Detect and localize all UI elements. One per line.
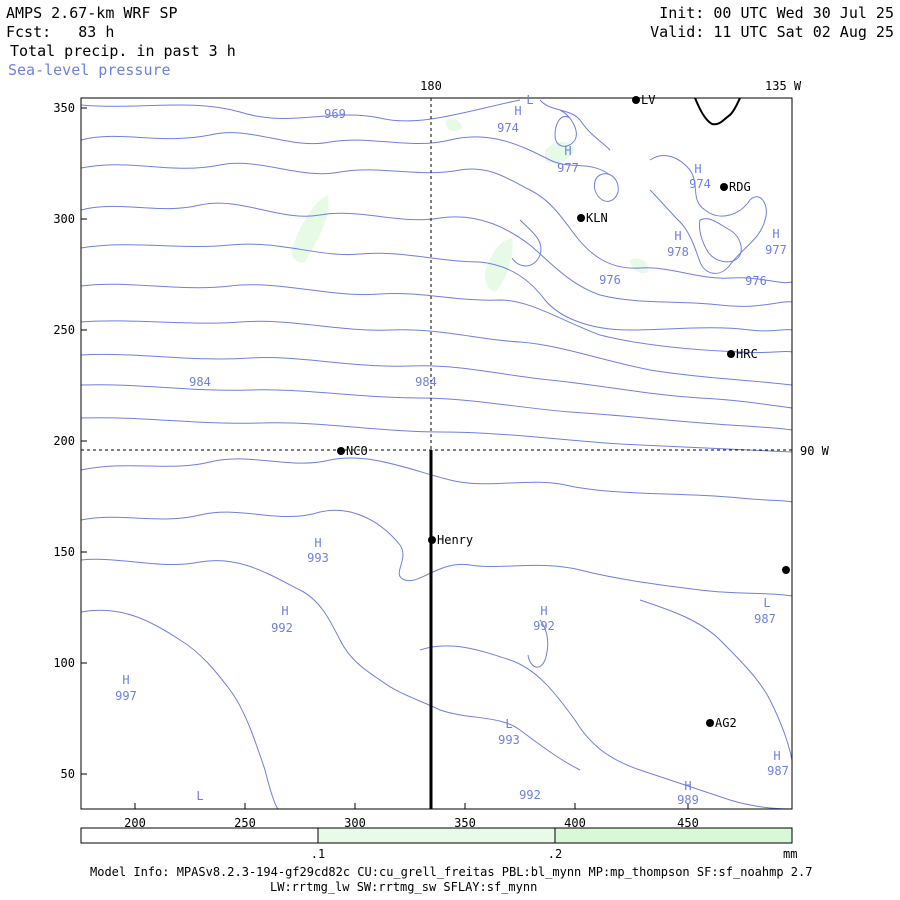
- x-tick-label: 200: [124, 816, 146, 830]
- stations: NCO KLN RDG HRC Henry AG2 LV: [337, 93, 790, 730]
- high-center: H: [514, 104, 521, 118]
- isobar-label: 987: [767, 764, 789, 778]
- station-marker: [720, 183, 728, 191]
- station-marker: [706, 719, 714, 727]
- lat-label-90w: 90 W: [800, 444, 830, 458]
- colorbar-tick-2: .2: [548, 847, 562, 861]
- y-tick-label: 100: [53, 656, 75, 670]
- isobar-label: 977: [557, 161, 579, 175]
- station-label: AG2: [715, 716, 737, 730]
- isobar-label: 993: [498, 733, 520, 747]
- station-marker: [577, 214, 585, 222]
- x-tick-label: 250: [234, 816, 256, 830]
- x-tick-label: 300: [344, 816, 366, 830]
- isobar-label: 978: [667, 245, 689, 259]
- valid-time: Valid: 11 UTC Sat 02 Aug 25: [650, 23, 894, 41]
- low-center: L: [196, 789, 203, 803]
- colorbar-bin-1: [80, 827, 319, 844]
- y-tick-label: 200: [53, 434, 75, 448]
- isobar-label: 992: [533, 619, 555, 633]
- colorbar-tick-1: .1: [311, 847, 325, 861]
- station-label: LV: [641, 93, 655, 107]
- x-axis: 200 250 300 350 400 450: [124, 803, 699, 830]
- plot-frame: [80, 97, 793, 810]
- isobar-label: 977: [765, 243, 787, 257]
- isobar-label: 989: [677, 793, 699, 807]
- low-center: L: [505, 717, 512, 731]
- high-center: H: [540, 604, 547, 618]
- y-tick-label: 350: [53, 101, 75, 115]
- station-label: KLN: [586, 211, 608, 225]
- high-center: H: [281, 604, 288, 618]
- high-center: H: [674, 229, 681, 243]
- isobar-label: 987: [754, 612, 776, 626]
- station-marker: [727, 350, 735, 358]
- isobar-label: 969: [324, 107, 346, 121]
- precip-shading: [291, 118, 649, 292]
- forecast-hour: Fcst: 83 h: [6, 23, 115, 41]
- high-center: H: [122, 673, 129, 687]
- colorbar-units: mm: [783, 847, 797, 861]
- high-center: H: [773, 749, 780, 763]
- lon-label-180: 180: [420, 79, 442, 93]
- pressure-labels: 969 974 977 974 978 977 976 976 984 984 993 992 992 9…: [115, 107, 789, 807]
- isobar-label: 992: [519, 788, 541, 802]
- colorbar-bin-3: [554, 827, 793, 844]
- high-center: H: [314, 536, 321, 550]
- station-label: NCO: [346, 444, 368, 458]
- field-title: Total precip. in past 3 h: [10, 42, 236, 60]
- y-tick-label: 250: [53, 323, 75, 337]
- high-center: H: [694, 162, 701, 176]
- y-axis: 350 300 250 200 150 100 50: [53, 101, 87, 781]
- model-title: AMPS 2.67-km WRF SP: [6, 4, 178, 22]
- lon-label-135w: 135 W: [765, 79, 802, 93]
- station-label: RDG: [729, 180, 751, 194]
- low-center: L: [526, 93, 533, 107]
- low-center: L: [763, 596, 770, 610]
- isobar-label: 976: [599, 273, 621, 287]
- x-tick-label: 400: [564, 816, 586, 830]
- colorbar: .1 .2 mm: [80, 827, 797, 861]
- y-tick-label: 300: [53, 212, 75, 226]
- y-tick-label: 50: [61, 767, 75, 781]
- station-marker: [782, 566, 790, 574]
- coastline: [694, 97, 741, 126]
- station-label: Henry: [437, 533, 473, 547]
- isobar-label: 992: [271, 621, 293, 635]
- overlay-title: Sea-level pressure: [8, 61, 171, 79]
- footer-model-info: Model Info: MPASv8.2.3-194-gf29cd82c CU:…: [90, 865, 813, 879]
- high-center: H: [684, 779, 691, 793]
- x-tick-label: 450: [677, 816, 699, 830]
- footer-physics-info: LW:rrtmg_lw SW:rrtmg_sw SFLAY:sf_mynn: [270, 880, 538, 894]
- station-marker: [428, 536, 436, 544]
- colorbar-bin-2: [317, 827, 556, 844]
- station-marker: [337, 447, 345, 455]
- high-center: H: [564, 144, 571, 158]
- isobar-label: 984: [189, 375, 211, 389]
- x-tick-label: 350: [454, 816, 476, 830]
- high-center: H: [772, 227, 779, 241]
- isobar-label: 997: [115, 689, 137, 703]
- isobar-label: 976: [745, 274, 767, 288]
- y-tick-label: 150: [53, 545, 75, 559]
- isobar-label: 993: [307, 551, 329, 565]
- isobar-label: 974: [497, 121, 519, 135]
- isobar-label: 984: [415, 375, 437, 389]
- init-time: Init: 00 UTC Wed 30 Jul 25: [659, 4, 894, 22]
- station-label: HRC: [736, 347, 758, 361]
- isobars: [81, 99, 792, 809]
- station-marker: [632, 96, 640, 104]
- isobar-label: 974: [689, 177, 711, 191]
